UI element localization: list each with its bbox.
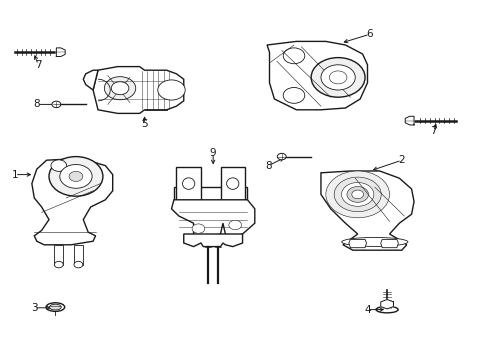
Circle shape	[49, 157, 103, 196]
Polygon shape	[381, 239, 398, 248]
Polygon shape	[176, 167, 201, 200]
Text: 7: 7	[35, 60, 42, 70]
Polygon shape	[381, 300, 393, 309]
Circle shape	[311, 58, 365, 97]
Circle shape	[334, 177, 381, 212]
Polygon shape	[349, 239, 367, 248]
Text: 3: 3	[31, 303, 38, 313]
Circle shape	[283, 87, 305, 103]
Text: 5: 5	[141, 119, 148, 129]
Ellipse shape	[46, 303, 65, 311]
Polygon shape	[184, 234, 243, 247]
Text: 9: 9	[210, 148, 217, 158]
Polygon shape	[172, 200, 255, 238]
Polygon shape	[83, 70, 98, 90]
Polygon shape	[220, 167, 245, 200]
Polygon shape	[54, 245, 63, 265]
Polygon shape	[32, 158, 113, 245]
Circle shape	[347, 186, 368, 202]
Circle shape	[74, 261, 83, 268]
Text: 7: 7	[430, 126, 437, 136]
Circle shape	[69, 171, 83, 181]
Polygon shape	[321, 171, 414, 250]
Polygon shape	[56, 48, 65, 57]
Circle shape	[329, 71, 347, 84]
Polygon shape	[267, 41, 368, 110]
Text: 6: 6	[367, 29, 373, 39]
Circle shape	[321, 65, 355, 90]
Ellipse shape	[342, 238, 408, 247]
Polygon shape	[405, 116, 414, 125]
Circle shape	[104, 77, 136, 100]
Ellipse shape	[376, 306, 398, 313]
Circle shape	[283, 48, 305, 64]
Circle shape	[192, 224, 205, 233]
Polygon shape	[74, 245, 83, 265]
Text: 8: 8	[33, 99, 40, 109]
Text: 1: 1	[11, 170, 18, 180]
Polygon shape	[93, 67, 184, 113]
Circle shape	[342, 183, 374, 206]
Circle shape	[277, 153, 286, 160]
Polygon shape	[174, 187, 247, 200]
Circle shape	[111, 82, 129, 95]
Text: 4: 4	[364, 305, 371, 315]
Ellipse shape	[226, 178, 239, 189]
Circle shape	[51, 160, 67, 171]
Circle shape	[54, 261, 63, 268]
Ellipse shape	[49, 304, 61, 310]
Circle shape	[158, 80, 185, 100]
Circle shape	[52, 101, 61, 108]
Circle shape	[60, 165, 92, 188]
Circle shape	[229, 220, 242, 230]
Circle shape	[326, 171, 390, 218]
Text: 2: 2	[398, 155, 405, 165]
Text: 8: 8	[265, 161, 272, 171]
Ellipse shape	[182, 178, 195, 189]
Circle shape	[352, 190, 364, 199]
